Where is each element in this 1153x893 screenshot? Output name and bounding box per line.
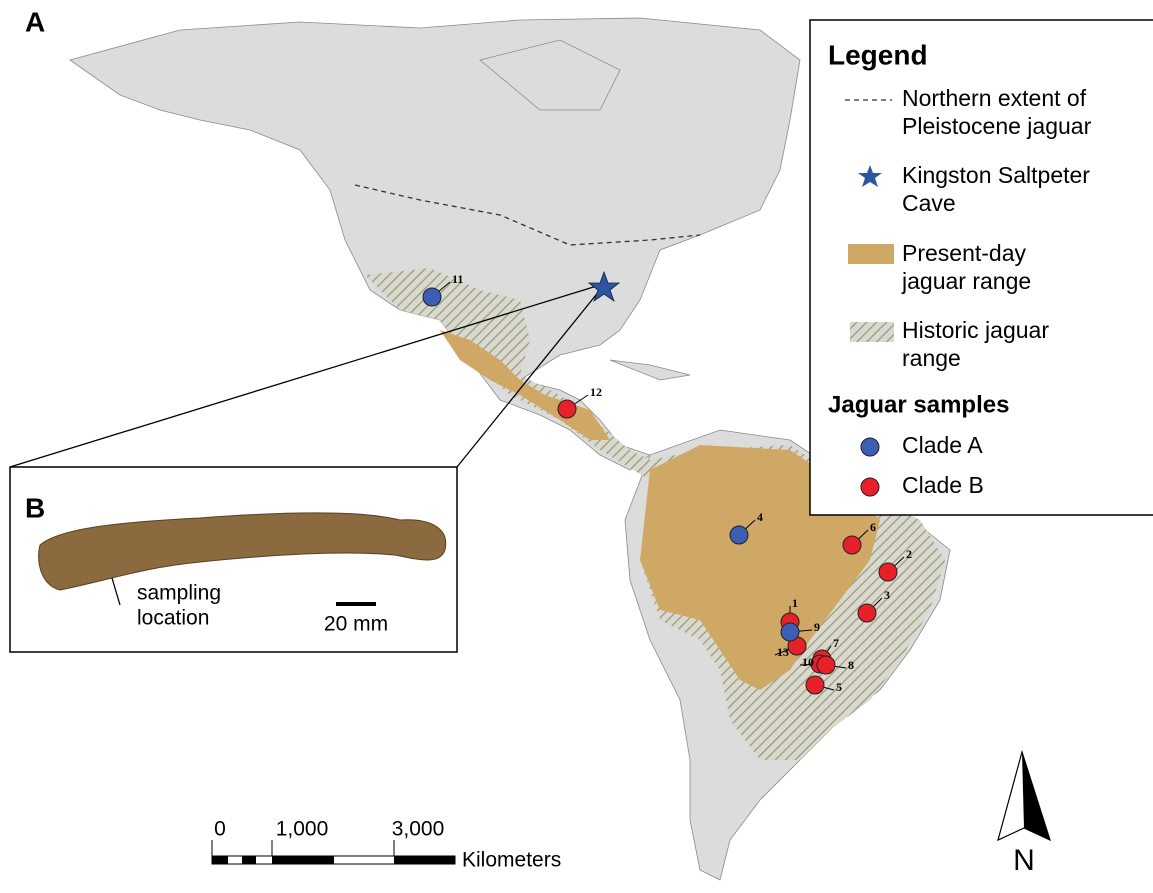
sample-marker <box>558 400 576 418</box>
scale-tick: 1,000 <box>276 818 329 841</box>
scale-unit: Kilometers <box>462 849 561 872</box>
sample-label: 8 <box>848 658 854 672</box>
sample-marker <box>879 563 897 581</box>
legend-title: Legend <box>828 39 928 70</box>
sample-label: 12 <box>590 385 602 399</box>
inset-annotation: sampling <box>137 582 221 605</box>
sample-label: 10 <box>802 655 814 669</box>
legend-label: Clade B <box>902 472 984 498</box>
sample-label: 13 <box>777 645 789 659</box>
legend-label: range <box>902 345 961 371</box>
legend-swatch <box>850 322 894 342</box>
sample-label: 6 <box>870 520 876 534</box>
sample-marker <box>781 623 799 641</box>
sample-marker <box>843 536 861 554</box>
sample-label: 4 <box>757 510 763 524</box>
sample-label: 2 <box>906 547 912 561</box>
legend-label: Clade A <box>902 432 983 458</box>
sample-marker <box>858 604 876 622</box>
sample-label: 3 <box>884 588 890 602</box>
legend-label: jaguar range <box>901 268 1031 294</box>
sample-marker <box>730 526 748 544</box>
inset-scale-label: 20 mm <box>324 613 388 636</box>
legend-label: Cave <box>902 190 956 216</box>
figure: 12623113710851149 A B sampling location … <box>0 0 1153 888</box>
inset-annotation: location <box>137 607 209 630</box>
panel-label: B <box>25 492 45 523</box>
scale-tick: 0 <box>214 818 226 841</box>
sample-label: 1 <box>792 596 798 610</box>
sample-marker <box>423 288 441 306</box>
scale-tick: 3,000 <box>392 818 445 841</box>
legend-subtitle: Jaguar samples <box>828 391 1009 418</box>
sample-marker <box>806 676 824 694</box>
sample-label: 5 <box>836 680 842 694</box>
legend-label: Northern extent of <box>902 85 1087 111</box>
sample-label: 9 <box>814 620 820 634</box>
legend-label: Present-day <box>902 240 1027 266</box>
legend-swatch <box>848 244 894 264</box>
legend-label: Historic jaguar <box>902 317 1049 343</box>
legend-label: Kingston Saltpeter <box>902 162 1090 188</box>
sample-marker <box>817 656 835 674</box>
scale-bar <box>212 840 455 864</box>
north-label: N <box>1013 844 1035 877</box>
legend-swatch <box>861 438 879 456</box>
sample-label: 11 <box>452 272 463 286</box>
legend-label: Pleistocene jaguar <box>902 113 1092 139</box>
sample-label: 7 <box>833 636 839 650</box>
panel-label: A <box>25 6 45 37</box>
legend-swatch <box>861 478 879 496</box>
